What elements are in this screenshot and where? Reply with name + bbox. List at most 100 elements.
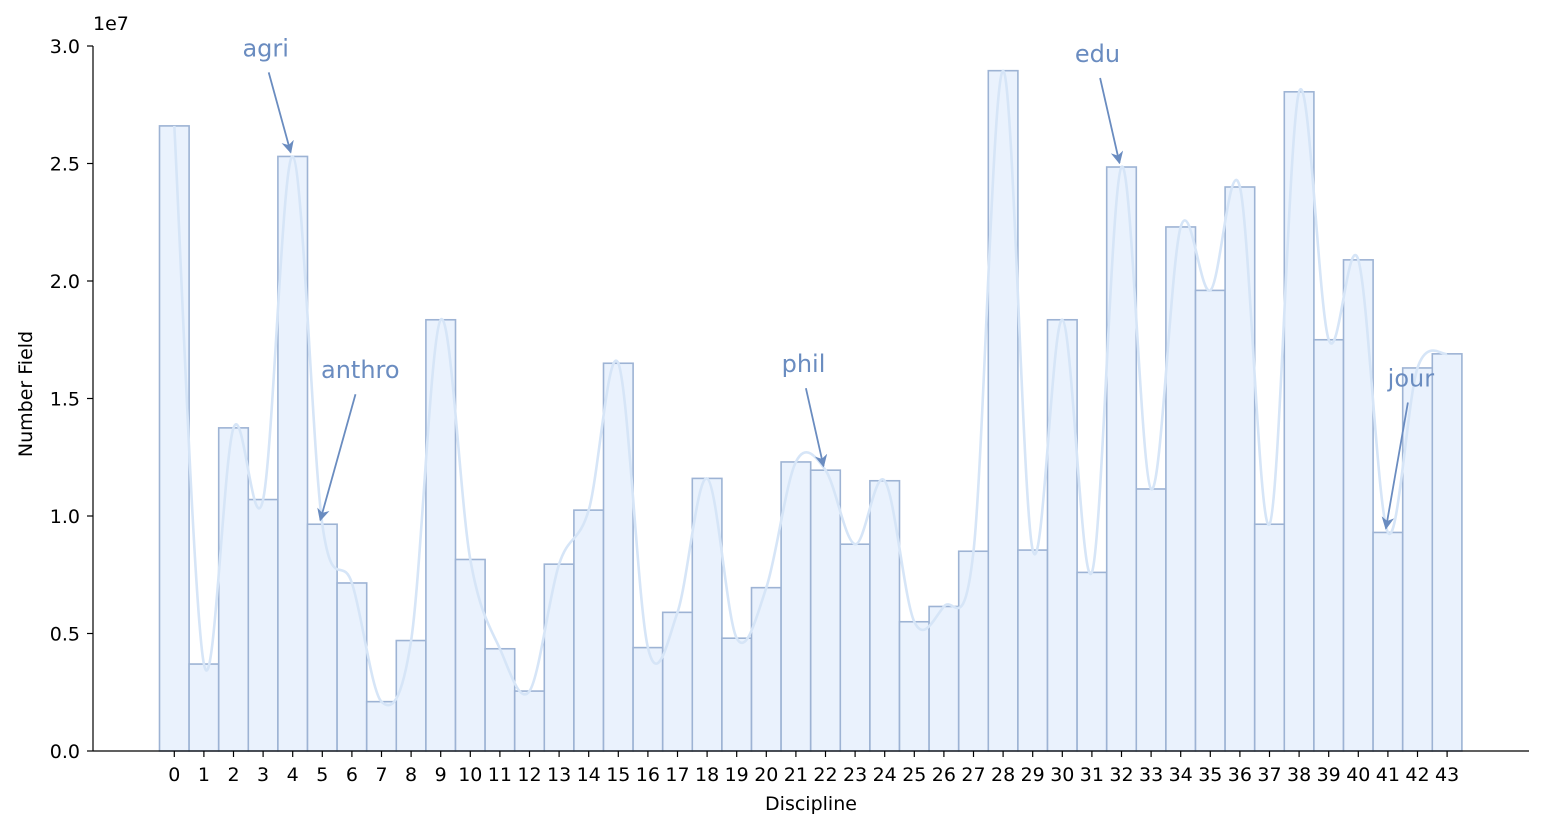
x-tick-label: 16	[636, 764, 660, 786]
x-tick-label: 28	[991, 764, 1015, 786]
x-tick-label: 40	[1346, 764, 1370, 786]
x-tick-label: 27	[961, 764, 985, 786]
x-tick-label: 23	[843, 764, 867, 786]
bar-38	[1283, 91, 1315, 752]
x-tick-label: 12	[517, 764, 541, 786]
bar-27	[957, 550, 990, 752]
y-tick-label: 1.5	[50, 389, 80, 411]
bar-22	[809, 469, 842, 752]
x-tick-label: 6	[346, 764, 358, 786]
annotation-label-anthro: anthro	[321, 356, 400, 384]
bar-11	[484, 647, 516, 752]
annotations-layer: agri anthro phil edu jour	[242, 34, 1435, 530]
bar-7	[365, 700, 398, 752]
bar-35	[1194, 289, 1226, 752]
x-tick-label: 11	[488, 764, 512, 786]
bar-3	[247, 498, 279, 752]
x-tick-label: 22	[813, 764, 837, 786]
x-tick-label: 7	[375, 764, 387, 786]
x-tick-label: 4	[287, 764, 299, 786]
x-tick-label: 32	[1109, 764, 1133, 786]
y-axis-title: Number Field	[15, 331, 37, 457]
y-tick-label: 0.0	[50, 741, 80, 763]
x-tick-label: 0	[168, 764, 180, 786]
x-tick-label: 39	[1317, 764, 1341, 786]
x-tick-label: 33	[1139, 764, 1163, 786]
annotation-label-jour: jour	[1387, 365, 1435, 393]
bar-39	[1313, 338, 1345, 752]
x-tick-label: 35	[1198, 764, 1222, 786]
kde-layer	[173, 69, 1448, 707]
bar-23	[839, 543, 871, 752]
bar-16	[632, 646, 664, 752]
y-offset-label: 1e7	[93, 13, 129, 35]
annotation-arrow-jour	[1381, 402, 1409, 530]
x-tick-label: 2	[227, 764, 239, 786]
x-tick-label: 24	[873, 764, 897, 786]
kde-line	[173, 69, 1448, 707]
x-tick-label: 21	[784, 764, 808, 786]
annotation-arrow-phil	[805, 388, 828, 468]
bar-14	[573, 509, 605, 752]
bar-0	[158, 125, 190, 752]
x-tick-label: 26	[932, 764, 956, 786]
annotation-arrow-edu	[1099, 77, 1124, 165]
x-tick-label: 18	[695, 764, 719, 786]
x-tick-label: 30	[1050, 764, 1074, 786]
bar-12	[513, 690, 546, 752]
x-tick-label: 17	[665, 764, 689, 786]
annotation-arrow-agri	[267, 72, 294, 154]
x-tick-label: 36	[1228, 764, 1252, 786]
x-ticks: 0 1 2 3 4 5 6 7 8 9 10 11 12 13 14 15 16 17 18 19 20 21 22 23 24…	[168, 751, 1459, 786]
bar-15	[602, 362, 634, 752]
y-tick-label: 0.5	[50, 624, 80, 646]
x-tick-label: 34	[1169, 764, 1193, 786]
bars-layer	[158, 69, 1463, 752]
y-tick-label: 2.0	[50, 271, 80, 293]
x-tick-label: 29	[1021, 764, 1045, 786]
bar-1	[188, 663, 220, 752]
bar-33	[1135, 488, 1167, 752]
x-axis-title: Discipline	[765, 793, 857, 815]
bar-2	[217, 427, 250, 752]
annotation-arrow-anthro	[317, 393, 357, 522]
y-tick-label: 3.0	[50, 36, 80, 58]
x-tick-label: 5	[316, 764, 328, 786]
bar-43	[1431, 353, 1463, 752]
x-tick-label: 1	[198, 764, 210, 786]
x-tick-label: 15	[606, 764, 630, 786]
bar-8	[395, 639, 427, 752]
bar-5	[306, 523, 338, 752]
bar-9	[425, 318, 457, 752]
bar-41	[1372, 531, 1404, 752]
bar-37	[1253, 523, 1286, 752]
y-tick-label: 2.5	[50, 154, 80, 176]
y-tick-label: 1.0	[50, 506, 80, 528]
bar-20	[750, 586, 782, 752]
bar-26	[928, 605, 960, 752]
x-tick-label: 13	[547, 764, 571, 786]
bar-10	[454, 558, 486, 752]
bar-31	[1076, 571, 1108, 752]
x-tick-label: 37	[1257, 764, 1281, 786]
x-tick-label: 41	[1376, 764, 1400, 786]
bar-29	[1017, 549, 1049, 752]
bar-17	[661, 611, 694, 752]
bar-36	[1224, 186, 1256, 752]
x-tick-label: 38	[1287, 764, 1311, 786]
x-tick-label: 31	[1080, 764, 1104, 786]
x-tick-label: 10	[458, 764, 482, 786]
bar-13	[543, 563, 575, 752]
annotation-label-edu: edu	[1075, 40, 1120, 68]
y-ticks: 0.0 0.5 1.0 1.5 2.0 2.5 3.0	[50, 36, 93, 763]
x-tick-label: 43	[1435, 764, 1459, 786]
annotation-label-phil: phil	[782, 350, 826, 378]
x-tick-label: 20	[754, 764, 778, 786]
x-tick-label: 3	[257, 764, 269, 786]
annotation-label-agri: agri	[242, 34, 288, 62]
x-tick-label: 19	[725, 764, 749, 786]
bar-6	[336, 582, 368, 752]
x-tick-label: 42	[1405, 764, 1429, 786]
bar-25	[898, 620, 930, 752]
